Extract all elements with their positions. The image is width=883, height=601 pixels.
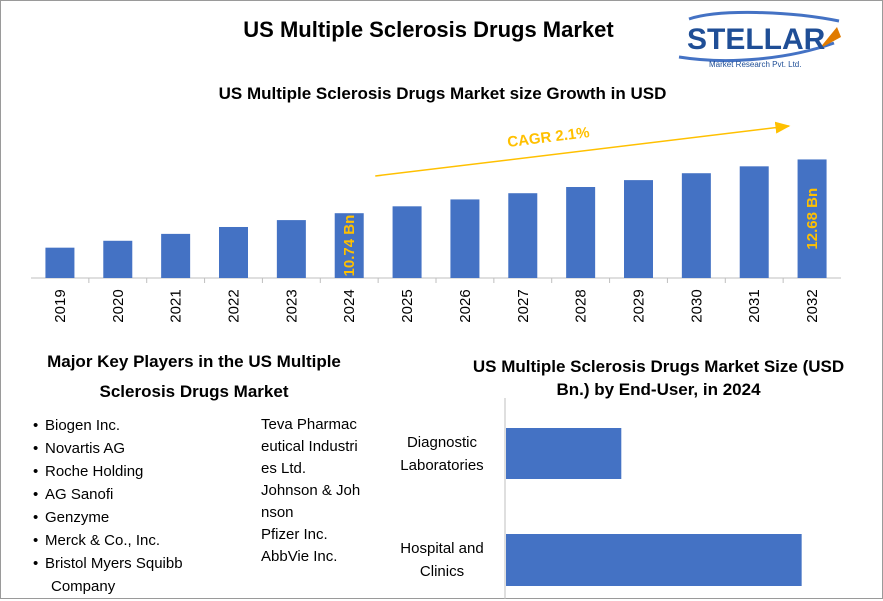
end-user-chart-title: US Multiple Sclerosis Drugs Market Size … [472, 357, 845, 399]
page-title: US Multiple Sclerosis Drugs Market [243, 17, 614, 42]
x-tick-label-2032: 2032 [804, 289, 821, 322]
bar-2024 [334, 213, 364, 278]
logo-tagline-text: Market Research Pvt. Ltd. [709, 60, 801, 69]
end-user-bar [506, 534, 802, 586]
bar-2029 [624, 180, 653, 278]
data-label-2024: 10.74 Bn [341, 215, 358, 277]
x-tick-label-2024: 2024 [341, 289, 358, 322]
bar-2021 [161, 233, 191, 278]
key-player-name: Biogen Inc. [45, 417, 121, 434]
bar-2019 [45, 247, 75, 278]
bar-2028 [566, 187, 596, 278]
bar-2027 [508, 193, 538, 278]
key-player-item: Pfizer Inc. [261, 526, 328, 543]
cagr-arrow [375, 121, 791, 177]
end-user-bar [506, 428, 622, 479]
bar-2031 [739, 166, 769, 278]
market-growth-bar-chart: 2019 2020 2021 2022 2023 2024 10.74 Bn 2025 2026… [31, 121, 841, 323]
logo-brand-text: STELLAR [687, 23, 826, 56]
x-tick-label-2028: 2028 [573, 289, 590, 322]
cagr-annotation: CAGR 2.1% [506, 124, 590, 151]
key-player-item: AG Sanofi [33, 483, 263, 506]
main-chart-title: US Multiple Sclerosis Drugs Market size … [218, 84, 667, 103]
key-player-item: Biogen Inc. [33, 414, 263, 437]
key-player-item: Merck & Co., Inc. [33, 529, 263, 552]
key-player-item: Genzyme [33, 506, 263, 529]
end-user-category-label: Diagnostic Laboratories [400, 434, 484, 474]
x-tick-label-2020: 2020 [110, 289, 127, 322]
bar-2020 [103, 240, 133, 278]
key-player-item: AbbVie Inc. [261, 548, 338, 565]
key-player-name: AG Sanofi [45, 486, 114, 503]
x-tick-label-2025: 2025 [399, 289, 416, 322]
key-player-item: Novartis AG [33, 437, 263, 460]
x-tick-label-2026: 2026 [457, 289, 474, 322]
x-tick-label-2019: 2019 [52, 289, 69, 322]
x-tick-label-2029: 2029 [631, 289, 648, 322]
bar-2025 [392, 206, 422, 278]
key-player-name: Merck & Co., Inc. [45, 532, 161, 549]
key-player-item: Teva Pharmaceutical Industries Ltd. [261, 416, 358, 477]
key-player-name: Genzyme [45, 509, 110, 526]
key-player-name: Roche Holding [45, 463, 144, 480]
key-player-name: Novartis AG [45, 440, 126, 457]
stellar-logo-icon: STELLAR Market Research Pvt. Ltd. [678, 10, 841, 69]
end-user-category-label: Hospital and Clinics [400, 540, 484, 580]
x-tick-label-2021: 2021 [168, 289, 185, 322]
x-tick-label-2031: 2031 [746, 289, 763, 322]
key-player-name-continued: Company [51, 578, 116, 595]
key-players-title: Major Key Players in the US Multiple Scl… [47, 352, 341, 401]
bar-2032 [797, 159, 827, 278]
key-player-item: Roche Holding [33, 460, 263, 483]
bar-2023 [276, 220, 306, 278]
key-players-list-right: Teva Pharmaceutical Industries Ltd. Johns… [261, 414, 361, 568]
key-players-list-left: Biogen Inc. Novartis AG Roche Holding AG Sa… [33, 414, 263, 598]
x-tick-label-2023: 2023 [283, 289, 300, 322]
bar-2030 [681, 173, 711, 278]
data-label-2032: 12.68 Bn [804, 188, 821, 250]
stellar-logo: STELLAR Market Research Pvt. Ltd. [669, 9, 859, 71]
key-player-name: Bristol Myers Squibb [45, 555, 183, 572]
x-tick-label-2022: 2022 [226, 289, 243, 322]
bar-2022 [219, 226, 248, 278]
key-player-item: Bristol Myers Squibb Company [33, 552, 263, 598]
x-tick-label-2030: 2030 [688, 289, 705, 322]
end-user-bar-chart [504, 398, 802, 599]
key-player-item: Johnson & Johnson [261, 482, 361, 521]
x-tick-label-2027: 2027 [515, 289, 532, 322]
bar-2026 [450, 199, 480, 278]
